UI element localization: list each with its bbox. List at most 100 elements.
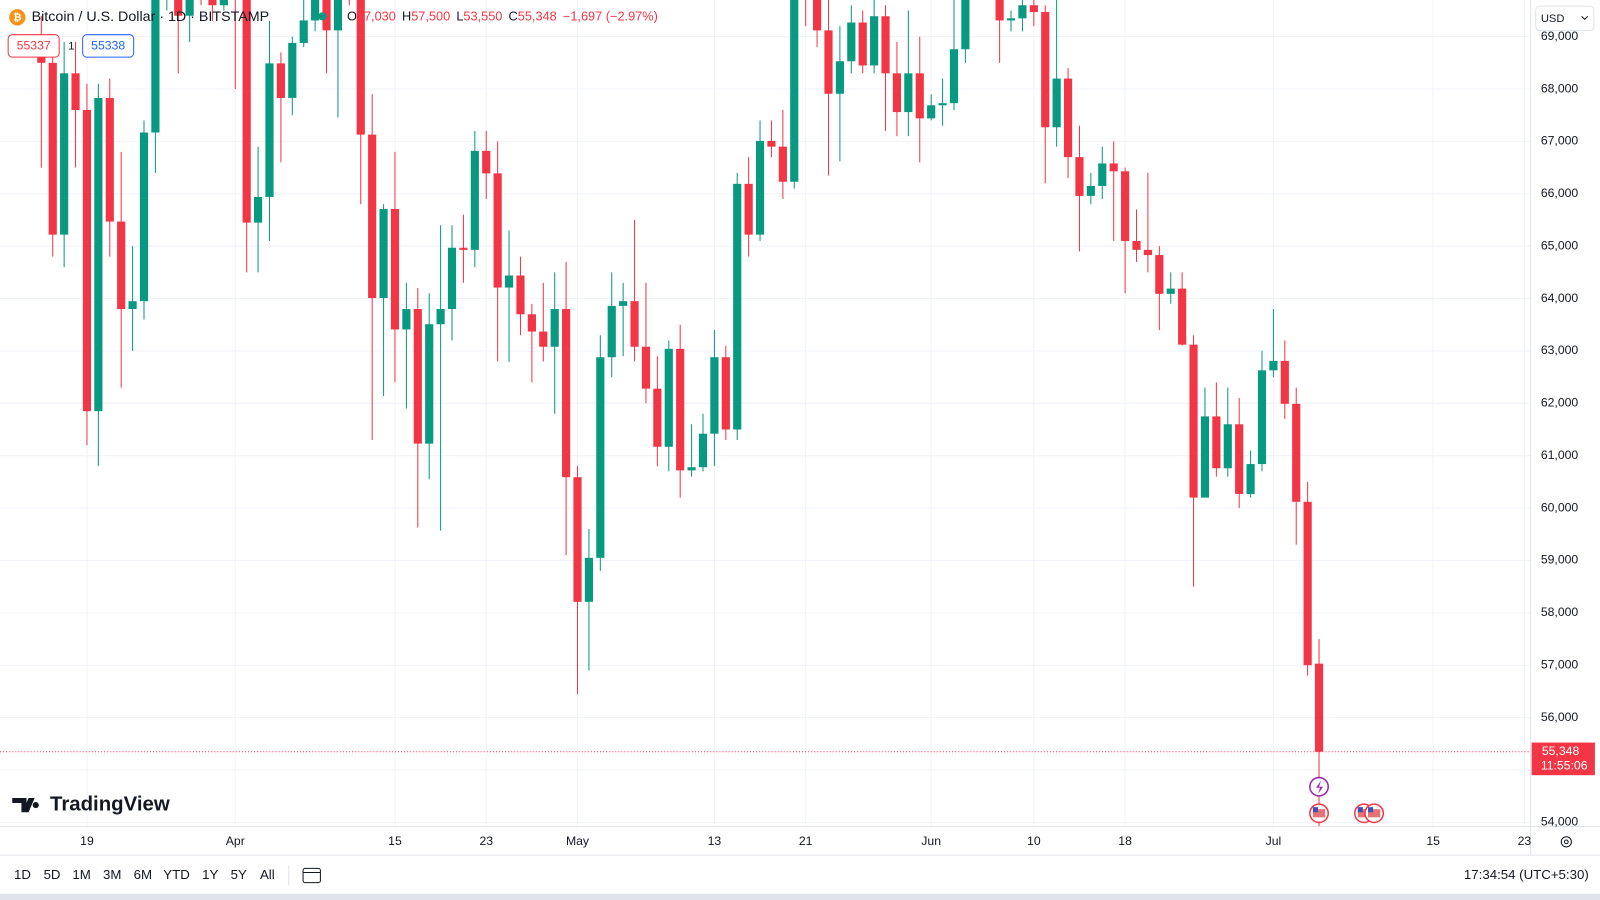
y-tick-label: 60,000 xyxy=(1541,500,1579,514)
candle-body xyxy=(607,305,616,358)
candle-body xyxy=(1029,5,1038,13)
candle-body xyxy=(470,150,479,250)
candle-body xyxy=(1235,424,1244,494)
candle-body xyxy=(322,0,331,31)
candle-body xyxy=(447,247,457,310)
range-button[interactable]: All xyxy=(260,867,275,882)
date-range-icon[interactable] xyxy=(302,867,321,884)
candle-body xyxy=(1292,403,1301,502)
settings-icon-core xyxy=(1563,839,1569,845)
coin-icon xyxy=(9,9,26,26)
range-button[interactable]: 3M xyxy=(103,867,121,882)
candle-body xyxy=(1269,360,1278,371)
candle-body xyxy=(82,109,92,412)
candle-body xyxy=(1143,249,1152,256)
dropdown-arrow xyxy=(1581,15,1589,21)
candle-body xyxy=(870,16,879,66)
y-tick-label: 63,000 xyxy=(1541,343,1579,357)
candle-body xyxy=(1303,501,1312,666)
candle-body xyxy=(744,183,753,235)
candle-body xyxy=(938,103,947,106)
candle-body xyxy=(402,309,411,330)
candle-body xyxy=(1200,416,1210,498)
range-button[interactable]: 1M xyxy=(72,867,90,882)
candle-body xyxy=(117,221,126,310)
candle-body xyxy=(105,97,114,222)
candles xyxy=(37,0,1324,827)
status-dot xyxy=(318,12,327,21)
candle-body xyxy=(1075,157,1084,196)
candle-body xyxy=(824,30,833,94)
range-button[interactable]: 6M xyxy=(134,867,152,882)
c-label: C xyxy=(509,9,518,24)
y-tick-label: 68,000 xyxy=(1541,81,1579,95)
candle-body xyxy=(413,309,422,444)
candle-body xyxy=(767,140,776,147)
range-button[interactable]: 1Y xyxy=(202,867,218,882)
range-button[interactable]: YTD xyxy=(163,867,190,882)
coin-glyph: ₿ xyxy=(13,12,21,24)
candle-body xyxy=(265,63,274,197)
candle-body xyxy=(516,275,525,315)
candle-body xyxy=(881,16,890,74)
candle-body xyxy=(356,0,365,135)
flag-stripes xyxy=(1368,809,1381,818)
c-value: 55,348 xyxy=(518,9,557,24)
range-button[interactable]: 5Y xyxy=(231,867,247,882)
x-tick-label: May xyxy=(566,834,590,848)
clock: 17:34:54 (UTC+5:30) xyxy=(1464,867,1589,882)
candle-body xyxy=(94,97,103,412)
candle-body xyxy=(174,0,183,16)
y-tick-label: 66,000 xyxy=(1541,186,1579,200)
candle-body xyxy=(904,73,913,113)
candle-body xyxy=(927,105,936,119)
toolbar: 1D 5D 1M 3M 6M YTD 1Y 5Y All xyxy=(14,867,275,882)
candle-body xyxy=(778,146,787,182)
candle-body xyxy=(641,346,651,389)
y-tick-label: 57,000 xyxy=(1541,657,1579,671)
candle-body xyxy=(1246,464,1255,494)
candle-body xyxy=(1086,185,1095,196)
sell-button[interactable] xyxy=(7,34,60,58)
brand-logo xyxy=(12,797,39,813)
h-label: H xyxy=(402,9,411,24)
x-tick-label: 19 xyxy=(80,834,94,848)
candle-body xyxy=(1155,255,1164,294)
candle-body xyxy=(619,301,628,306)
flag-stripes xyxy=(1312,809,1326,818)
candle-body xyxy=(790,0,799,182)
candle-body xyxy=(733,183,742,430)
candle-body xyxy=(1041,12,1050,128)
y-tick-label: 65,000 xyxy=(1541,238,1579,252)
candle-body xyxy=(379,208,388,299)
candle-body xyxy=(219,0,228,6)
event-glyph xyxy=(1315,780,1324,794)
buy-button[interactable] xyxy=(82,34,135,58)
candle-body xyxy=(892,73,902,113)
currency[interactable]: USD xyxy=(1541,13,1565,25)
buy-price[interactable]: 55338 xyxy=(91,39,125,53)
x-tick-label: 13 xyxy=(708,834,722,848)
sell-price[interactable]: 55337 xyxy=(17,39,51,53)
countdown: 11:55:06 xyxy=(1541,758,1588,772)
candle-body xyxy=(128,301,137,310)
bottom-strip xyxy=(0,893,1600,900)
y-tick-label: 61,000 xyxy=(1541,448,1579,462)
y-tick-label: 69,000 xyxy=(1541,29,1579,43)
candle-body xyxy=(390,208,400,330)
range-button[interactable]: 5D xyxy=(44,867,61,882)
candle-body xyxy=(151,0,160,133)
currency-select[interactable] xyxy=(1535,5,1595,32)
spread: 1 xyxy=(68,40,74,52)
candle-body xyxy=(60,73,69,235)
candle-body xyxy=(1212,416,1221,469)
y-tick-label: 62,000 xyxy=(1541,396,1579,410)
ohlc: O57,030 H57,500 L53,550 C55,348 −1,697 (−2.9… xyxy=(347,9,658,24)
candle-body xyxy=(1006,18,1016,21)
range-button[interactable]: 1D xyxy=(14,867,31,882)
candle-body xyxy=(368,134,377,299)
settings-icon[interactable] xyxy=(1560,836,1572,848)
candle-body xyxy=(1189,344,1198,498)
candle-body xyxy=(71,73,80,110)
candle-body xyxy=(504,275,514,288)
